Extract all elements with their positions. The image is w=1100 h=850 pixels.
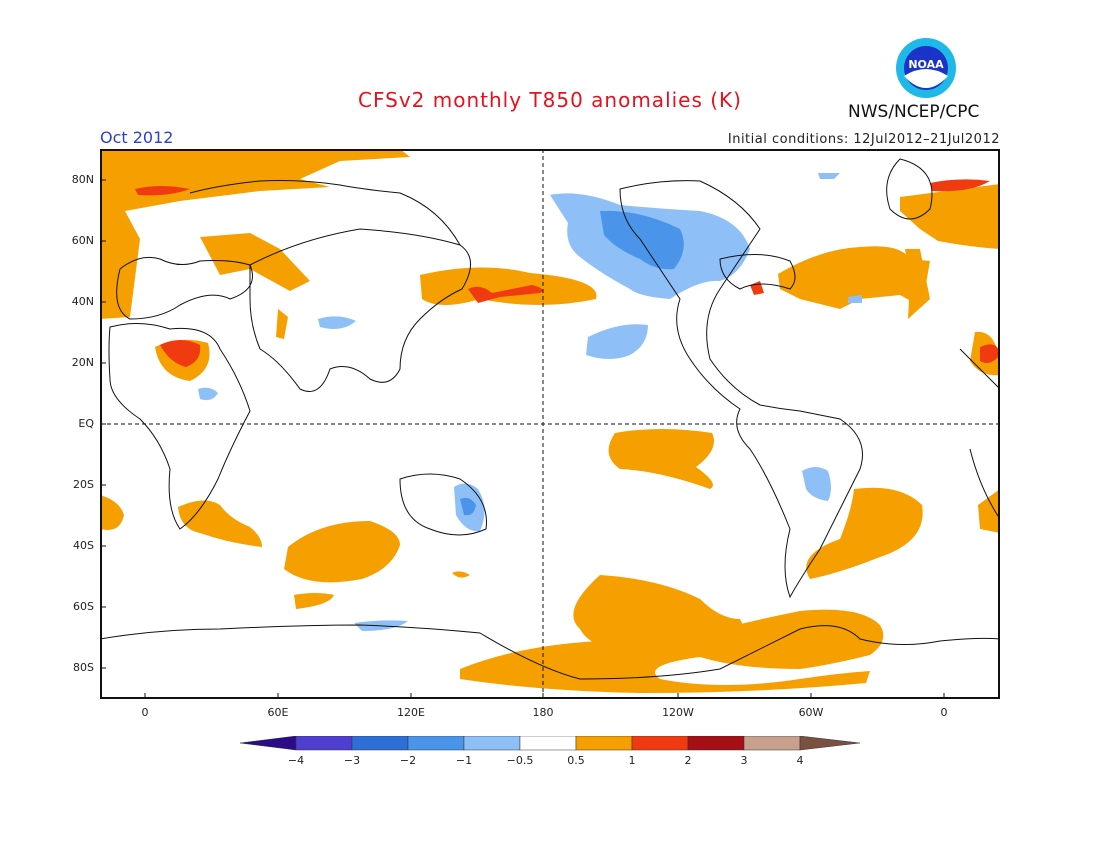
colorbar-tick-label: 4 [797,754,804,767]
lat-label-60n: 60N [71,234,94,247]
colorbar-arrow-high [799,736,860,751]
chart-title: CFSv2 monthly T850 anomalies (K) [358,88,742,112]
initial-conditions-label: Initial conditions: 12Jul2012–21Jul2012 [727,132,1000,147]
colorbar-bin [407,736,465,751]
lon-label-0: 0 [141,706,149,719]
lat-label-40s: 40S [73,539,94,552]
anomaly-map [100,149,1000,699]
colorbar-tick-label: −1 [456,754,472,767]
colorbar-bin [575,736,633,751]
colorbar-bin [463,736,521,751]
forecast-month-label: Oct 2012 [100,128,174,147]
colorbar-bin [687,736,745,751]
colorbar-tick-label: 0.5 [567,754,585,767]
lat-label-20n: 20N [71,356,94,369]
colorbar-tick-label: 2 [685,754,692,767]
lon-label-120e: 120E [397,706,425,719]
lat-label-80s: 80S [73,661,94,674]
colorbar: −4 −3 −2 −1 −0.5 0.5 1 2 3 4 [240,736,860,767]
colorbar-tick-label: −0.5 [507,754,534,767]
colorbar-bin [519,736,577,751]
colorbar-tick-label: −4 [288,754,304,767]
lon-label-60e: 60E [267,706,289,719]
colorbar-bin [743,736,801,751]
lon-label-60w: 60W [798,706,824,719]
agency-label: NWS/NCEP/CPC [848,102,980,122]
svg-text:NOAA: NOAA [908,58,944,71]
lon-label-120w: 120W [662,706,694,719]
colorbar-bin [351,736,409,751]
lat-label-60s: 60S [73,600,94,613]
lat-label-eq: EQ [78,417,94,430]
moderate-negative-anomaly-regions [460,210,684,516]
lon-label-0-east: 0 [940,706,948,719]
colorbar-tick-label: 1 [629,754,636,767]
lat-label-40n: 40N [71,295,94,308]
colorbar-tick-label: 3 [741,754,748,767]
lat-label-80n: 80N [71,173,94,186]
colorbar-bin [295,736,353,751]
noaa-logo-icon: NOAA [896,38,956,98]
strong-positive-anomaly-regions [135,179,1000,367]
coastlines [100,158,1000,680]
positive-anomaly-regions [100,149,1000,693]
lon-label-180: 180 [532,706,554,719]
colorbar-tick-label: −2 [400,754,416,767]
colorbar-tick-label: −3 [344,754,360,767]
lat-label-20s: 20S [73,478,94,491]
colorbar-bin [631,736,689,751]
colorbar-arrow-low [240,736,297,751]
